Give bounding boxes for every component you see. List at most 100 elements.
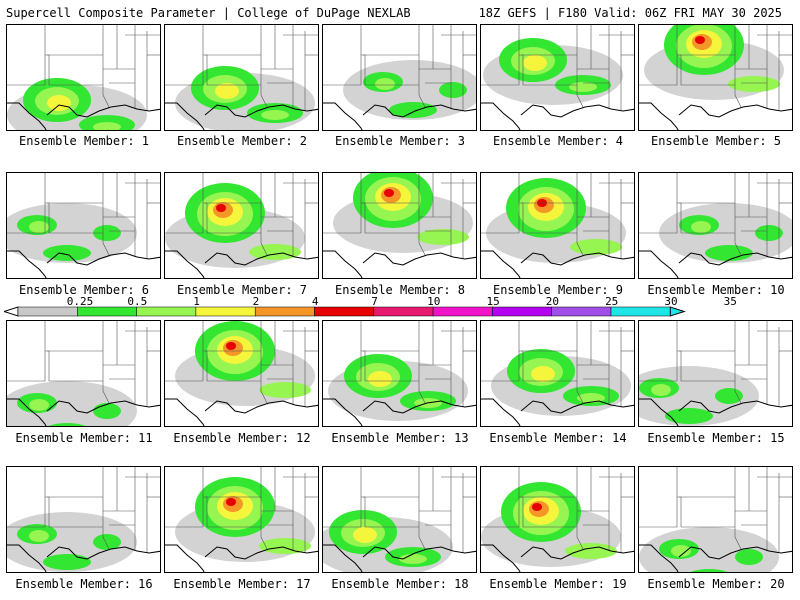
scp-shading	[491, 349, 631, 416]
state-border	[576, 173, 584, 256]
colorbar-segment	[314, 306, 375, 317]
state-border	[576, 25, 584, 108]
scp-map	[165, 321, 318, 426]
scp-contour-5	[565, 543, 617, 559]
scp-map	[7, 25, 160, 130]
scp-map	[639, 25, 792, 130]
colorbar-tick-label: 4	[312, 296, 319, 308]
scp-contour-4	[384, 189, 394, 197]
scp-map	[7, 173, 160, 278]
colorbar-segment	[195, 306, 256, 317]
ensemble-member-label: Ensemble Member: 10	[647, 283, 785, 297]
scp-shading	[175, 321, 315, 406]
scp-map	[165, 25, 318, 130]
scp-contour-2	[353, 527, 377, 543]
coastline-border	[639, 250, 792, 278]
scp-shading	[639, 366, 759, 426]
ensemble-panel-19	[480, 466, 635, 573]
ensemble-panel-17	[164, 466, 319, 573]
scp-contour-5	[259, 382, 311, 398]
scp-shading	[7, 381, 137, 426]
scp-contour-2	[29, 221, 49, 233]
ensemble-member-label: Ensemble Member: 4	[492, 134, 624, 148]
scp-contour-1	[690, 569, 728, 572]
scp-contour-1	[48, 423, 86, 426]
state-border	[734, 467, 742, 550]
ensemble-member-label: Ensemble Member: 11	[15, 431, 153, 445]
colorbar-segment	[373, 306, 434, 317]
coastline-border	[7, 398, 160, 426]
scp-map	[481, 467, 634, 572]
scp-contour-3	[755, 225, 783, 241]
colorbar-tick-label: 20	[546, 296, 559, 308]
coastline-border	[481, 398, 634, 426]
ensemble-member-label: Ensemble Member: 16	[15, 577, 153, 591]
scp-contour-1	[43, 554, 91, 570]
ensemble-panel-9	[480, 172, 635, 279]
colorbar-segment	[432, 306, 493, 317]
colorbar-tick-label: 10	[427, 296, 440, 308]
colorbar-tick-label: 0.25	[67, 296, 94, 308]
scp-map	[639, 173, 792, 278]
state-border	[102, 25, 110, 108]
scp-contour-4	[532, 503, 542, 511]
scp-map	[7, 467, 160, 572]
coastline-border	[165, 544, 318, 572]
scp-contour-2	[651, 384, 671, 396]
ensemble-member-label: Ensemble Member: 8	[334, 283, 466, 297]
state-border	[418, 467, 426, 550]
ensemble-member-label: Ensemble Member: 6	[18, 283, 150, 297]
ensemble-member-label: Ensemble Member: 15	[647, 431, 785, 445]
scp-shading	[7, 78, 147, 130]
scp-map	[481, 173, 634, 278]
scp-contour-3	[93, 534, 121, 550]
colorbar-tick-label: 2	[253, 296, 260, 308]
state-border	[734, 25, 742, 108]
colorbar-segment	[610, 306, 671, 317]
colorbar-tick-label: 1	[193, 296, 200, 308]
scp-contour-2	[375, 78, 395, 90]
colorbar-segment	[17, 306, 78, 317]
ensemble-panel-2	[164, 24, 319, 131]
coastline-border	[323, 398, 476, 426]
coastline-border	[323, 102, 476, 130]
coastline-border	[639, 544, 792, 572]
scp-contour-4	[577, 393, 605, 403]
ensemble-panel-16	[6, 466, 161, 573]
scp-contour-2	[215, 83, 239, 99]
state-border	[418, 25, 426, 108]
scp-contour-4	[695, 36, 705, 44]
scp-contour-5	[259, 538, 311, 554]
ensemble-member-label: Ensemble Member: 5	[650, 134, 782, 148]
ensemble-panel-6	[6, 172, 161, 279]
scp-contour-1	[665, 408, 713, 424]
scp-contour-4	[226, 498, 236, 506]
ensemble-panel-7	[164, 172, 319, 279]
scp-shading	[328, 354, 468, 421]
ensemble-panel-11	[6, 320, 161, 427]
coastline-border	[165, 250, 318, 278]
colorbar-segment	[492, 306, 552, 317]
colorbar-tick-label: 30	[664, 296, 677, 308]
colorbar-right-arrow	[669, 306, 686, 317]
scp-contour-2	[47, 95, 71, 111]
coastline-border	[323, 250, 476, 278]
ensemble-member-label: Ensemble Member: 17	[173, 577, 311, 591]
scp-map	[481, 25, 634, 130]
ensemble-panel-1	[6, 24, 161, 131]
colorbar-segment	[136, 306, 197, 317]
scp-contour-4	[93, 122, 121, 130]
colorbar-segment	[77, 306, 137, 317]
ensemble-member-label: Ensemble Member: 7	[176, 283, 308, 297]
coastline-border	[481, 250, 634, 278]
state-border	[734, 321, 742, 404]
state-border	[576, 321, 584, 404]
scp-shading	[343, 60, 476, 120]
state-border	[260, 467, 268, 550]
coastline-border	[7, 544, 160, 572]
scp-map	[165, 467, 318, 572]
state-border	[734, 173, 742, 256]
ensemble-panel-8	[322, 172, 477, 279]
scp-shading	[644, 25, 784, 100]
colorbar-graphic: 0.25 0.5 1 2 4 7 10 15 20 25 30 35	[4, 296, 737, 317]
